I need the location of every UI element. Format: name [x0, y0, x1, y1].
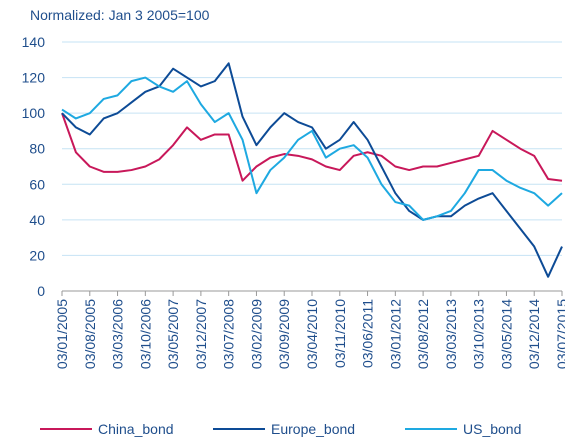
y-tick-label: 140: [22, 34, 46, 50]
y-tick-label: 100: [22, 105, 46, 121]
x-tick-label: 03/07/2015: [554, 299, 565, 369]
legend-label: China_bond: [98, 421, 174, 437]
series-line: [61, 112, 563, 182]
y-tick-label: 20: [29, 247, 45, 263]
x-tick-label: 03/08/2012: [415, 299, 431, 369]
y-tick-label: 60: [29, 176, 45, 192]
y-tick-label: 120: [22, 70, 46, 86]
x-tick-label: 03/10/2013: [471, 299, 487, 369]
x-tick-label: 03/07/2008: [221, 299, 237, 369]
series-line: [61, 76, 563, 221]
x-tick-label: 03/11/2010: [332, 299, 348, 368]
x-tick-label: 03/02/2009: [248, 299, 264, 369]
x-tick-label: 03/03/2013: [443, 299, 459, 369]
x-tick-label: 03/05/2014: [498, 299, 514, 369]
y-tick-label: 40: [29, 212, 45, 228]
chart-title: Normalized: Jan 3 2005=100: [30, 7, 210, 23]
series-line: [61, 62, 563, 278]
x-tick-label: 03/03/2006: [110, 299, 126, 369]
x-tick-label: 03/12/2007: [193, 299, 209, 369]
x-tick-label: 03/06/2011: [360, 299, 376, 368]
legend-label: Europe_bond: [271, 421, 355, 437]
x-tick-label: 03/01/2012: [387, 299, 403, 369]
x-tick-label: 03/12/2014: [526, 299, 542, 369]
x-tick-label: 03/10/2006: [137, 299, 153, 369]
x-tick-label: 03/01/2005: [54, 299, 70, 369]
x-tick-label: 03/04/2010: [304, 299, 320, 369]
x-tick-label: 03/05/2007: [165, 299, 181, 369]
legend-label: US_bond: [463, 421, 521, 437]
y-tick-label: 80: [29, 141, 45, 157]
x-tick-label: 03/09/2009: [276, 299, 292, 369]
x-tick-label: 03/08/2005: [82, 299, 98, 369]
y-tick-label: 0: [37, 283, 45, 299]
